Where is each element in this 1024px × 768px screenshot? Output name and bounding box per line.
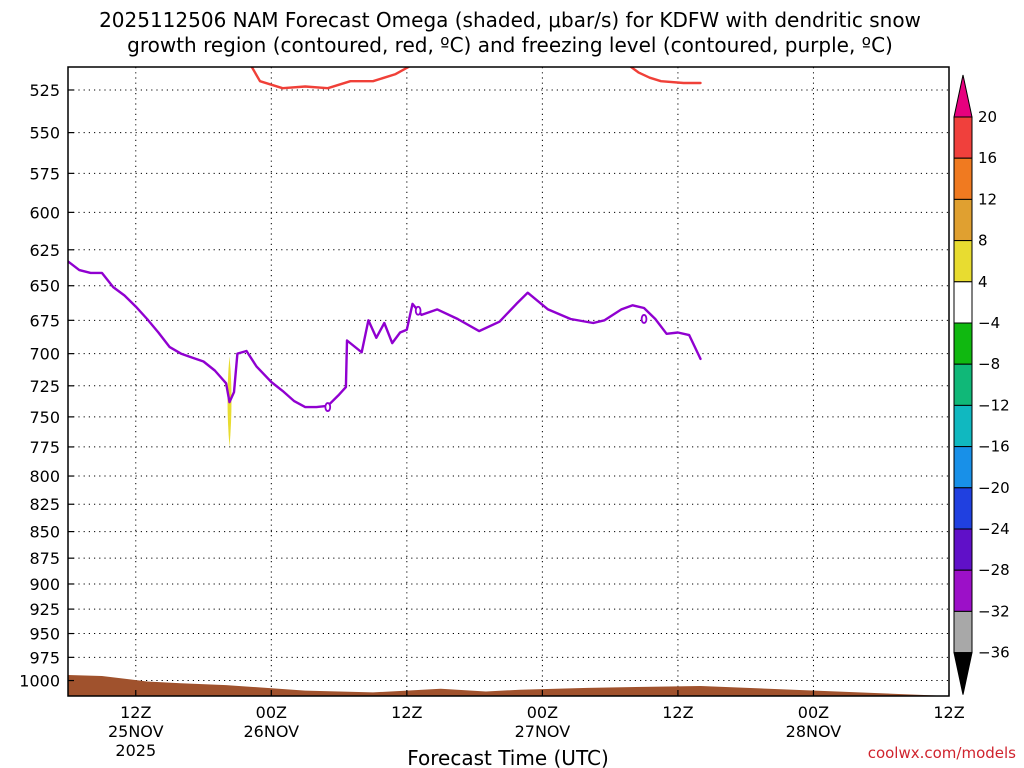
- x-tick-label-3: 00Z: [527, 703, 558, 722]
- colorbar-label-10: −24: [978, 520, 1010, 538]
- colorbar-label-0: 20: [978, 108, 997, 126]
- x-tick-date-1: 26NOV: [244, 722, 300, 741]
- y-tick-label-800: 800: [29, 467, 60, 486]
- y-tick-label-950: 950: [29, 625, 60, 644]
- y-tick-label-775: 775: [29, 438, 60, 457]
- chart-title-line1: 2025112506 NAM Forecast Omega (shaded, μ…: [99, 8, 921, 32]
- contour-label-zero-1: [414, 305, 422, 316]
- colorbar-swatch-7: [953, 363, 973, 406]
- y-tick-label-750: 750: [29, 408, 60, 427]
- plot-frame: [67, 66, 950, 697]
- grid-lines: [68, 67, 949, 696]
- y-tick-label-1000: 1000: [19, 672, 60, 691]
- y-tick-label-650: 650: [29, 277, 60, 296]
- x-tick-label-2: 12Z: [391, 703, 422, 722]
- x-tick-label-4: 12Z: [662, 703, 693, 722]
- x-tick-label-1: 00Z: [256, 703, 287, 722]
- colorbar-swatch-8: [953, 404, 973, 448]
- x-tick-date-5: 28NOV: [786, 722, 842, 741]
- colorbar-swatch-5: [953, 281, 973, 324]
- x-tick-label-5: 00Z: [798, 703, 829, 722]
- series-line-1: [250, 67, 411, 90]
- x-tick-date-3: 27NOV: [515, 722, 571, 741]
- y-tick-label-725: 725: [29, 377, 60, 396]
- y-tick-label-900: 900: [29, 575, 60, 594]
- y-tick-label-675: 675: [29, 311, 60, 330]
- colorbar-top-arrow: [953, 74, 973, 118]
- terrain-layer: [68, 675, 949, 696]
- y-axis: 525 550 575 600 625 650 675 700 725 750 775 800 825 8…: [19, 81, 74, 691]
- contour-layer: [68, 67, 702, 412]
- y-tick-label-525: 525: [29, 81, 60, 100]
- colorbar-label-9: −20: [978, 479, 1010, 497]
- colorbar-swatch-11: [953, 528, 973, 571]
- colorbar-label-13: −36: [978, 644, 1010, 662]
- colorbar-label-8: −16: [978, 438, 1010, 456]
- colorbar-swatch-2: [953, 157, 973, 200]
- colorbar-swatch-12: [953, 569, 973, 612]
- y-tick-label-550: 550: [29, 124, 60, 143]
- y-tick-label-875: 875: [29, 549, 60, 568]
- colorbar-label-7: −12: [978, 396, 1010, 414]
- colorbar-label-1: 16: [978, 149, 997, 167]
- series-line-0: [68, 260, 702, 409]
- x-axis-label: Forecast Time (UTC): [407, 746, 609, 768]
- x-tick-label-0: 12Z: [120, 703, 151, 722]
- contour-label-zero-2: [640, 314, 648, 324]
- contour-label-zero-0: [324, 402, 332, 412]
- colorbar-label-4: 4: [978, 273, 988, 291]
- terrain-fill: [68, 675, 949, 696]
- colorbar-label-5: −4: [978, 314, 1000, 332]
- colorbar-swatch-3: [953, 198, 973, 242]
- y-tick-label-975: 975: [29, 648, 60, 667]
- credit-text: coolwx.com/models: [868, 744, 1016, 762]
- y-tick-label-825: 825: [29, 495, 60, 514]
- y-tick-label-850: 850: [29, 523, 60, 542]
- colorbar: 20 16 12 8 4 −4 −8 −12 −16 −20 −24 −28 −32 −36: [953, 74, 1010, 695]
- colorbar-label-3: 8: [978, 232, 988, 250]
- y-tick-label-925: 925: [29, 600, 60, 619]
- colorbar-label-6: −8: [978, 355, 1000, 373]
- colorbar-label-11: −28: [978, 561, 1010, 579]
- x-tick-year-0: 2025: [115, 741, 156, 760]
- colorbar-swatch-13: [953, 610, 973, 654]
- colorbar-swatch-10: [953, 487, 973, 530]
- colorbar-bottom-arrow: [953, 652, 973, 695]
- x-tick-label-6: 12Z: [933, 703, 964, 722]
- colorbar-label-12: −32: [978, 602, 1010, 620]
- colorbar-swatch-4: [953, 240, 973, 283]
- y-tick-label-625: 625: [29, 241, 60, 260]
- colorbar-swatch-9: [953, 446, 973, 489]
- chart-title-line2: growth region (contoured, red, ºC) and f…: [127, 33, 893, 57]
- series-line-2: [629, 67, 702, 85]
- x-tick-date-0: 25NOV: [108, 722, 164, 741]
- y-tick-label-600: 600: [29, 203, 60, 222]
- colorbar-label-2: 12: [978, 190, 997, 208]
- colorbar-swatch-6: [953, 322, 973, 365]
- y-tick-label-575: 575: [29, 164, 60, 183]
- colorbar-swatch-1: [953, 116, 973, 159]
- y-tick-label-700: 700: [29, 345, 60, 364]
